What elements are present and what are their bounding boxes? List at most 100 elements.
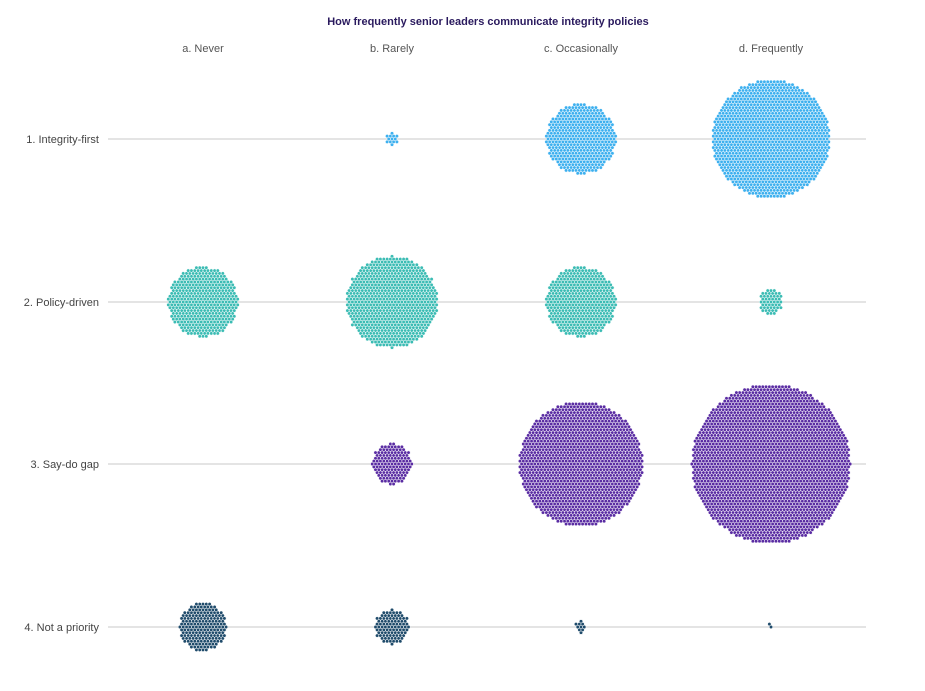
dot [782,79,787,84]
dot [765,194,770,199]
dot [593,105,598,110]
dot [760,308,765,313]
dot [790,82,795,87]
dot [607,516,611,521]
dot [564,105,569,110]
dot [409,340,414,344]
dot [380,444,385,449]
dot [414,337,419,342]
dot [579,102,583,107]
dot [726,97,731,101]
dot [398,342,403,347]
dot [169,285,174,290]
dot [826,134,831,139]
dot [201,334,205,339]
dot [790,191,795,196]
dot [401,257,406,262]
dot [396,444,401,449]
dot [775,194,780,199]
dot [613,297,618,302]
dot [742,188,747,193]
dot [419,334,424,339]
dot [580,522,585,526]
dot [769,311,773,316]
dot [590,402,595,406]
dot [579,171,583,176]
dot [755,79,760,84]
dot [769,79,773,84]
dot [518,464,522,469]
dot [775,79,780,84]
dot-cluster [689,384,853,544]
dot [551,157,555,161]
dot [570,168,575,173]
dot [564,331,569,336]
dot [385,134,390,139]
dot [778,79,783,84]
dot [345,291,350,296]
dot [590,168,595,173]
dot [396,479,401,484]
dot [541,413,545,418]
dot [825,154,830,159]
dot [755,194,760,199]
dot [726,177,731,181]
dot [555,404,560,409]
dot [166,297,171,302]
dot [617,510,621,515]
dot [518,459,522,464]
dot [737,185,742,190]
dot [579,334,583,339]
dot [765,288,770,293]
dot [404,257,409,262]
dot [778,300,783,304]
dot [564,522,569,526]
dot [711,145,716,150]
dot [732,182,737,187]
dot [564,268,569,273]
dot [235,302,240,307]
dot [434,291,439,296]
dot [375,342,380,347]
dot [181,271,186,276]
dot [600,111,605,116]
dot [350,277,355,282]
dot [811,97,816,101]
dot [778,305,783,310]
dot [567,268,572,273]
dot [197,334,202,339]
dot [598,328,603,333]
dot [570,522,575,526]
dot [381,257,386,262]
dot [401,342,406,347]
dot [640,459,644,464]
dot [598,404,603,409]
dot [370,260,375,264]
dot [564,168,569,173]
dot [580,402,585,406]
dot [375,257,380,262]
dot [711,139,716,144]
dot-cluster [544,265,618,339]
dot [559,328,564,333]
dot [610,151,615,156]
dot [521,482,526,486]
dot [381,342,386,347]
dot [607,320,611,324]
column-label: d. Frequently [739,43,804,55]
dot [567,522,572,526]
dot [590,522,595,526]
dot [370,340,375,344]
dot-cluster [345,254,439,350]
dot [345,297,350,302]
dot [394,342,399,347]
dot [759,79,764,84]
dot [215,331,220,336]
dot [404,342,409,347]
dot [360,265,365,270]
dot [204,265,209,270]
dot [232,285,237,290]
dot [394,139,399,144]
dot [383,444,388,449]
dot [378,342,383,347]
